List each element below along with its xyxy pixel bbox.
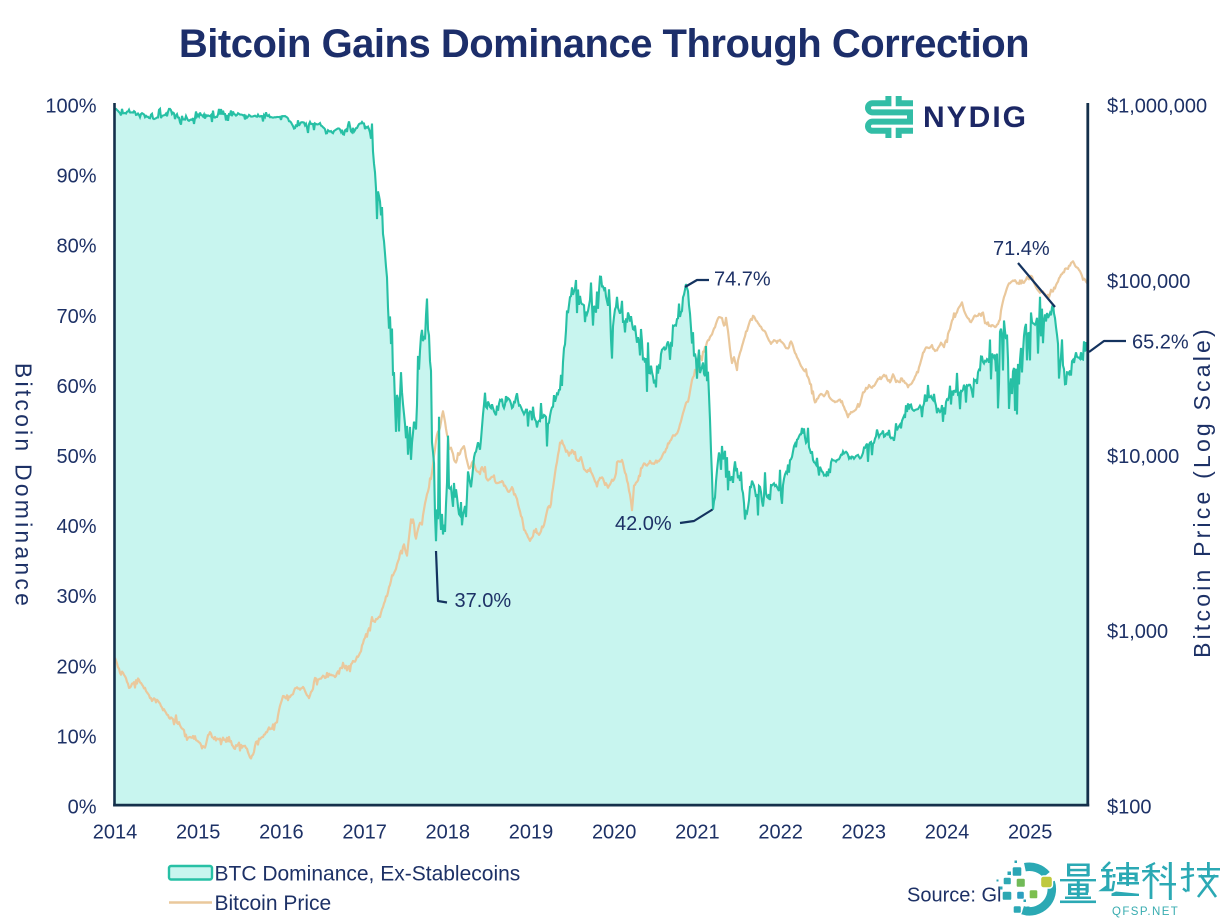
svg-text:2017: 2017 [342,822,387,844]
svg-text:10%: 10% [56,726,96,748]
svg-text:Bitcoin Gains Dominance Throug: Bitcoin Gains Dominance Through Correcti… [179,22,1029,66]
svg-text:2025: 2025 [1008,822,1053,844]
svg-text:$10,000: $10,000 [1107,446,1179,468]
svg-text:Bitcoin Dominance: Bitcoin Dominance [11,363,37,609]
svg-text:37.0%: 37.0% [455,590,512,612]
svg-text:2022: 2022 [758,822,803,844]
svg-text:2020: 2020 [592,822,637,844]
svg-text:2018: 2018 [426,822,471,844]
svg-text:100%: 100% [45,96,96,118]
svg-text:2014: 2014 [93,822,138,844]
svg-text:2015: 2015 [176,822,221,844]
svg-text:Bitcoin Price: Bitcoin Price [215,892,332,915]
svg-text:80%: 80% [56,236,96,258]
svg-text:71.4%: 71.4% [993,238,1050,260]
svg-text:90%: 90% [56,166,96,188]
svg-text:QFSP.NET: QFSP.NET [1112,906,1179,918]
svg-text:0%: 0% [68,797,97,819]
svg-text:74.7%: 74.7% [714,269,771,291]
svg-text:NYDIG: NYDIG [923,101,1028,134]
svg-text:2016: 2016 [259,822,304,844]
svg-text:Bitcoin Price (Log Scale): Bitcoin Price (Log Scale) [1189,326,1215,658]
svg-text:Source: Gl: Source: Gl [907,885,1001,907]
svg-text:2023: 2023 [842,822,887,844]
svg-text:BTC Dominance, Ex-Stablecoins: BTC Dominance, Ex-Stablecoins [215,862,521,885]
svg-text:60%: 60% [56,376,96,398]
svg-text:$1,000: $1,000 [1107,621,1168,643]
svg-text:2019: 2019 [509,822,554,844]
svg-text:70%: 70% [56,306,96,328]
svg-text:20%: 20% [56,656,96,678]
svg-text:$1,000,000: $1,000,000 [1107,96,1207,118]
svg-text:30%: 30% [56,586,96,608]
svg-text:$100: $100 [1107,797,1152,819]
svg-text:40%: 40% [56,516,96,538]
svg-text:50%: 50% [56,446,96,468]
svg-text:42.0%: 42.0% [615,513,672,535]
svg-text:2021: 2021 [675,822,720,844]
svg-text:$100,000: $100,000 [1107,271,1190,293]
svg-text:2024: 2024 [925,822,970,844]
svg-text:65.2%: 65.2% [1132,332,1189,354]
